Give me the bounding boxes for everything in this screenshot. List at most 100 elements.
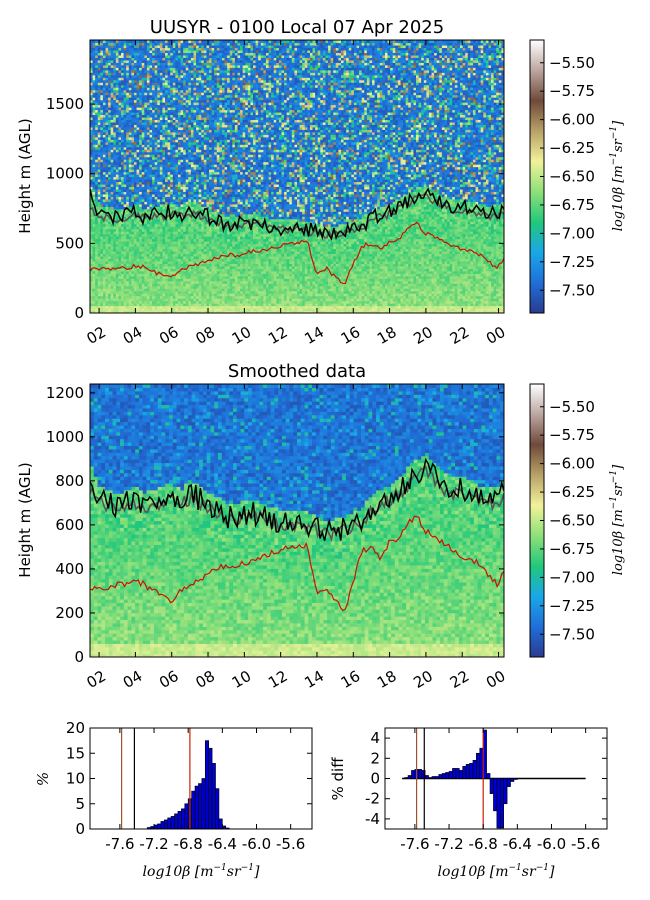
top-cell — [105, 121, 109, 125]
top-cell — [128, 280, 132, 284]
top-cell — [108, 164, 112, 168]
top-cell — [110, 107, 114, 111]
top-cell — [123, 283, 127, 287]
top-cell — [105, 111, 109, 116]
top-cell — [105, 114, 109, 118]
top-cell — [90, 258, 94, 262]
top-cell — [115, 111, 120, 116]
top-cell — [97, 298, 101, 302]
top-cell — [100, 144, 104, 148]
top-cell — [121, 79, 125, 83]
top-cell — [105, 241, 109, 245]
top-cell — [105, 303, 109, 307]
top-cell — [118, 126, 122, 130]
top-cell — [113, 270, 117, 274]
top-cell — [95, 253, 99, 257]
top-cell — [133, 236, 138, 240]
top-cell — [105, 178, 109, 183]
top-cell — [90, 131, 94, 135]
top-cell — [105, 270, 109, 274]
top-cell — [115, 67, 120, 71]
top-cell — [133, 201, 138, 205]
top-cell — [102, 64, 107, 68]
top-cell — [102, 258, 107, 262]
top-cell — [115, 218, 120, 222]
top-cell — [139, 82, 143, 86]
top-cell — [133, 164, 138, 168]
top-cell — [100, 102, 104, 106]
top-cell — [126, 275, 130, 279]
top-cell — [92, 136, 96, 140]
top-cell — [102, 151, 107, 155]
top-cell — [123, 54, 127, 58]
top-cell — [121, 198, 125, 202]
top-cell — [108, 151, 112, 155]
top-cell — [141, 181, 145, 185]
top-cell — [133, 243, 138, 247]
top-cell — [90, 161, 94, 165]
top-cell — [108, 134, 112, 138]
top-cell — [133, 178, 138, 183]
top-cell — [141, 116, 145, 121]
top-cell — [121, 275, 125, 279]
top-cell — [92, 283, 96, 287]
top-cell — [123, 250, 127, 255]
top-cell — [115, 223, 120, 227]
top-cell — [115, 290, 120, 294]
top-cell — [90, 121, 94, 125]
top-cell — [123, 243, 127, 247]
top-cell — [126, 201, 130, 205]
top-cell — [97, 67, 101, 71]
top-cell — [123, 186, 127, 190]
top-cell — [133, 283, 138, 287]
top-cell — [123, 47, 127, 51]
top-cell — [139, 260, 143, 264]
top-cell — [118, 283, 122, 287]
top-cell — [105, 164, 109, 168]
top-cell — [97, 275, 101, 279]
top-cell — [141, 201, 145, 205]
top-cell — [113, 300, 117, 304]
top-cell — [128, 40, 132, 44]
top-cell — [95, 151, 99, 155]
top-cell — [133, 92, 138, 96]
top-cell — [141, 310, 145, 313]
top-cell — [126, 154, 130, 158]
top-cell — [100, 253, 104, 257]
top-cell — [108, 295, 112, 299]
top-cell — [139, 300, 143, 304]
top-cell — [102, 102, 107, 106]
top-cell — [105, 275, 109, 279]
top-cell — [97, 263, 101, 267]
top-cell — [95, 134, 99, 138]
top-cell — [136, 116, 140, 121]
top-cell — [97, 102, 101, 106]
top-cell — [139, 97, 143, 101]
top-cell — [95, 270, 99, 274]
top-cell — [126, 223, 130, 227]
top-cell — [97, 144, 101, 148]
top-cell — [121, 203, 125, 207]
top-cell — [115, 298, 120, 302]
top-cell — [126, 221, 130, 225]
top-cell — [123, 273, 127, 277]
top-cell — [100, 129, 104, 133]
top-cell — [141, 191, 145, 195]
top-cell — [128, 126, 132, 130]
top-cell — [113, 104, 117, 108]
top-cell — [110, 295, 114, 299]
top-cell — [121, 300, 125, 304]
top-cell — [92, 87, 96, 91]
top-cell — [136, 243, 140, 247]
top-cell — [118, 164, 122, 168]
top-cell — [110, 270, 114, 274]
top-cell — [110, 94, 114, 98]
top-cell — [95, 74, 99, 78]
top-cell — [139, 236, 143, 240]
top-cell — [123, 241, 127, 245]
top-cell — [102, 245, 107, 250]
top-cell — [100, 94, 104, 98]
top-cell — [121, 99, 125, 103]
top-cell — [102, 166, 107, 170]
top-cell — [97, 87, 101, 91]
